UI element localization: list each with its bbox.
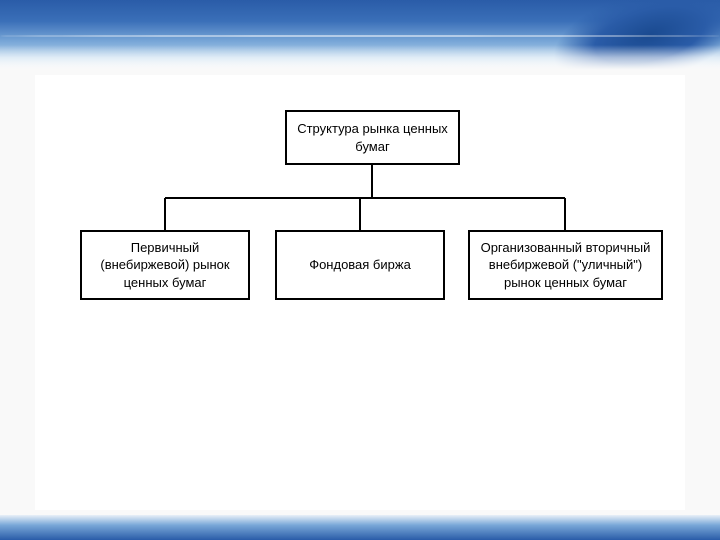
banner-wave: [0, 35, 720, 37]
root-node: Структура рынка ценных бумаг: [285, 110, 460, 165]
bottom-banner: [0, 515, 720, 540]
top-banner: [0, 0, 720, 70]
child-node-1: Фондовая биржа: [275, 230, 445, 300]
child-node-2: Организованный вторичный внебиржевой ("у…: [468, 230, 663, 300]
child-node-0: Первичный (внебиржевой) рынок ценных бум…: [80, 230, 250, 300]
org-chart-diagram: Структура рынка ценных бумаг Первичный (в…: [0, 100, 720, 400]
